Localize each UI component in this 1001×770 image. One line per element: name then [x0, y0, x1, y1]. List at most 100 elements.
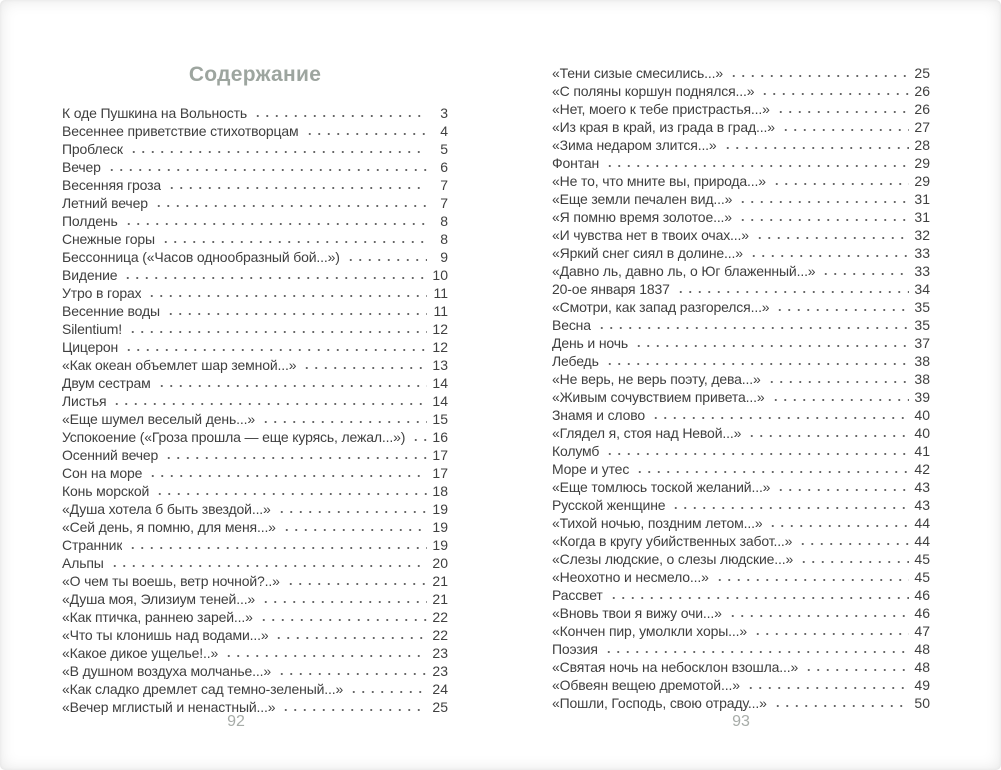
toc-entry: «Душа моя, Элизиум теней...» 21 — [62, 590, 448, 608]
toc-entry: Лебедь 38 — [552, 352, 930, 370]
toc-entry: Альпы 20 — [62, 554, 448, 572]
dot-leader — [285, 582, 427, 586]
toc-entry: «Сей день, я помню, для меня...» 19 — [62, 518, 448, 536]
dot-leader — [281, 528, 427, 532]
toc-entry: «Еще шумел веселый день...» 15 — [62, 410, 448, 428]
dot-leader — [155, 492, 427, 496]
toc-entry-page-number: 19 — [432, 519, 448, 535]
toc-entry: Бессонница («Часов однообразный бой...»)… — [62, 248, 448, 266]
toc-entry-title: Цицерон — [62, 339, 119, 355]
toc-entry-page-number: 49 — [914, 677, 930, 693]
dot-leader — [753, 632, 909, 636]
toc-entry-title: Альпы — [62, 555, 104, 571]
dot-leader — [123, 222, 427, 226]
dot-leader — [128, 546, 427, 550]
toc-entry-page-number: 31 — [914, 191, 930, 207]
toc-entry-page-number: 33 — [914, 245, 930, 261]
toc-entry: «В душном воздуха молчанье...» 23 — [62, 662, 448, 680]
toc-entry: «Пошли, Господь, свою отраду...» 50 — [552, 694, 930, 712]
toc-entry-page-number: 3 — [440, 105, 448, 121]
toc-entry-title: «Живым сочувствием привета...» — [552, 389, 765, 405]
toc-entry-page-number: 40 — [914, 407, 930, 423]
toc-entry-title: «Душа хотела б быть звездой...» — [62, 501, 271, 517]
toc-entry: «Кончен пир, умолкли хоры...» 47 — [552, 622, 930, 640]
toc-entry: Цицерон 12 — [62, 338, 448, 356]
toc-entry: «Вновь твои я вижу очи...» 46 — [552, 604, 930, 622]
page-title: Содержание — [188, 63, 322, 86]
toc-entry-title: К оде Пушкина на Вольность — [62, 105, 248, 121]
dot-leader — [760, 92, 909, 96]
toc-entry-page-number: 28 — [914, 137, 930, 153]
toc-entry-title: Снежные горы — [62, 231, 155, 247]
toc-entry-title: Вечер — [62, 159, 101, 175]
dot-leader — [714, 578, 909, 582]
toc-entry: «Святая ночь на небосклон взошла...» 48 — [552, 658, 930, 676]
dot-leader — [128, 150, 427, 154]
toc-entry-title: «Из края в край, из града в град...» — [552, 119, 775, 135]
toc-entry-title: «Слезы людские, о слезы людские...» — [552, 551, 794, 567]
toc-entry: Колумб 41 — [552, 442, 930, 460]
toc-entry: Рассвет 46 — [552, 586, 930, 604]
dot-leader — [260, 420, 427, 424]
toc-entry-page-number: 48 — [914, 659, 930, 675]
toc-entry: «Я помню время золотое...» 31 — [552, 208, 930, 226]
dot-leader — [775, 110, 909, 114]
toc-entry-title: «Пошли, Господь, свою отраду...» — [552, 695, 767, 711]
toc-entry-page-number: 25 — [432, 699, 448, 715]
dot-leader — [651, 416, 909, 420]
toc-entry: «Яркий снег сиял в долине...» 33 — [552, 244, 930, 262]
toc-entry: Листья 14 — [62, 392, 448, 410]
toc-entry-title: «Тихой ночью, поздним летом...» — [552, 515, 763, 531]
toc-entry-page-number: 21 — [432, 573, 448, 589]
toc-entry: «Слезы людские, о слезы людские...» 45 — [552, 550, 930, 568]
toc-entry-page-number: 26 — [914, 101, 930, 117]
toc-entry-title: День и ночь — [552, 335, 629, 351]
dot-leader — [754, 236, 909, 240]
toc-entry-page-number: 9 — [440, 249, 448, 265]
toc-entry-page-number: 4 — [440, 123, 448, 139]
dot-leader — [605, 452, 909, 456]
toc-entry-title: Успокоение («Гроза прошла — еще курясь, … — [62, 429, 406, 445]
toc-entry-title: Проблеск — [62, 141, 123, 157]
toc-entry: Русской женщине 43 — [552, 496, 930, 514]
toc-entry-page-number: 6 — [440, 159, 448, 175]
toc-entry: «Зима недаром злится...» 28 — [552, 136, 930, 154]
toc-entry: Проблеск 5 — [62, 140, 448, 158]
toc-entry: «Вечер мглистый и ненастный...» 25 — [62, 698, 448, 716]
toc-entry: Silentium! 12 — [62, 320, 448, 338]
toc-entry-title: Колумб — [552, 443, 600, 459]
dot-leader — [634, 344, 909, 348]
toc-entry: «Когда в кругу убийственных забот...» 44 — [552, 532, 930, 550]
toc-entry: Снежные горы 8 — [62, 230, 448, 248]
toc-entry-title: «Нет, моего к тебе пристрастья...» — [552, 101, 770, 117]
toc-entry-title: «Глядел я, стоя над Невой...» — [552, 425, 742, 441]
toc-entry: «Как птичка, раннею зарей...» 22 — [62, 608, 448, 626]
toc-entries-left: К оде Пушкина на Вольность 3 Весеннее прив… — [62, 104, 448, 716]
dot-leader — [281, 708, 427, 712]
toc-entry-page-number: 27 — [914, 119, 930, 135]
toc-entry-title: «Что ты клонишь над водами...» — [62, 627, 269, 643]
toc-entry-title: «И чувства нет в твоих очах...» — [552, 227, 749, 243]
dot-leader — [165, 312, 427, 316]
toc-entry-title: Полдень — [62, 213, 118, 229]
toc-entry-title: Листья — [62, 393, 107, 409]
toc-entry: Весеннее приветствие стихотворцам 4 — [62, 122, 448, 140]
toc-entry: «Тихой ночью, поздним летом...» 44 — [552, 514, 930, 532]
toc-entry: «Тени сизые смесились...» 25 — [552, 64, 930, 82]
dot-leader — [224, 654, 427, 658]
dot-leader — [258, 618, 427, 622]
toc-entry-title: «Сей день, я помню, для меня...» — [62, 519, 276, 535]
toc-entry-page-number: 22 — [432, 609, 448, 625]
toc-entry-page-number: 29 — [914, 173, 930, 189]
toc-entry-title: Бессонница («Часов однообразный бой...») — [62, 249, 340, 265]
toc-entry-title: Утро в горах — [62, 285, 142, 301]
toc-entry: Сон на море 17 — [62, 464, 448, 482]
dot-leader — [728, 74, 909, 78]
toc-entry-page-number: 29 — [914, 155, 930, 171]
toc-entry-page-number: 38 — [914, 353, 930, 369]
folio-right: 93 — [732, 713, 750, 730]
dot-leader — [798, 542, 909, 546]
toc-entry: Успокоение («Гроза прошла — еще курясь, … — [62, 428, 448, 446]
toc-entry-title: «С поляны коршун поднялся...» — [552, 83, 755, 99]
toc-entry: Летний вечер 7 — [62, 194, 448, 212]
